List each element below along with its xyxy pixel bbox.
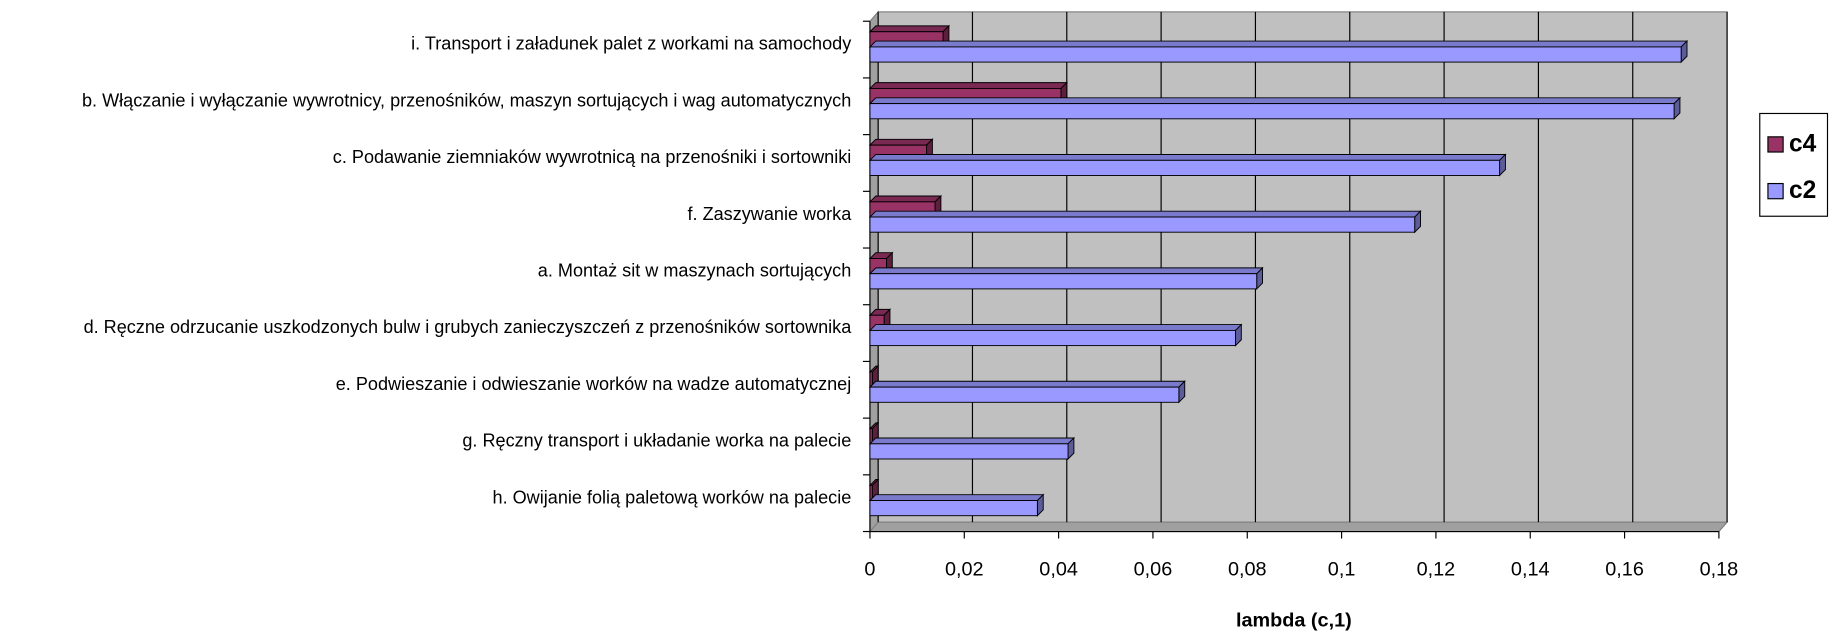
bar-3d <box>868 39 1689 64</box>
bar-top <box>868 82 1068 89</box>
y-tick-label: f. Zaszywanie worka <box>688 204 853 224</box>
x-tick-label: 0,02 <box>945 558 984 580</box>
bar-top <box>868 138 934 146</box>
bar <box>869 216 1416 233</box>
legend-label: c2 <box>1789 177 1816 204</box>
y-tick-label: d. Ręczne odrzucanie uszkodzonych bulw i… <box>84 317 853 337</box>
bar-top <box>868 267 1264 275</box>
x-tick-label: 0,12 <box>1417 558 1456 580</box>
bar-top <box>868 154 1507 161</box>
x-tick-label: 0 <box>864 558 875 580</box>
bar-3d <box>868 323 1243 347</box>
legend-swatch <box>1767 182 1784 200</box>
bar-top <box>868 324 1243 331</box>
bar-3d <box>868 210 1422 234</box>
bar-top <box>868 97 1682 105</box>
legend-label: c4 <box>1789 130 1817 157</box>
x-axis-label: lambda (c,1) <box>1236 610 1352 632</box>
bar <box>869 386 1180 403</box>
y-tick-label: e. Podwieszanie i odwieszanie worków na … <box>336 374 852 394</box>
bar <box>869 329 1236 347</box>
bar-3d <box>868 96 1682 120</box>
legend-swatch <box>1767 136 1784 153</box>
bar-3d <box>868 153 1507 177</box>
bar-3d <box>868 380 1186 404</box>
x-tick-label: 0,08 <box>1228 558 1267 580</box>
bar-top <box>868 40 1689 48</box>
y-tick-label: i. Transport i załadunek palet z workami… <box>411 34 851 54</box>
bar <box>869 46 1682 63</box>
x-tick-label: 0,16 <box>1605 558 1644 580</box>
x-tick-label: 0,06 <box>1134 558 1173 580</box>
bar-3d <box>868 266 1264 291</box>
bar <box>869 273 1258 290</box>
x-tick-label: 0,18 <box>1700 558 1739 580</box>
x-tick-label: 0,1 <box>1328 558 1356 580</box>
x-tick-label: 0,04 <box>1039 558 1078 580</box>
bar-top <box>868 380 1186 388</box>
y-tick-label: a. Montaż sit w maszynach sortujących <box>538 260 851 280</box>
bar <box>869 159 1501 176</box>
bar-top <box>868 195 943 203</box>
floor <box>868 521 1729 533</box>
bar <box>869 443 1069 460</box>
y-tick-label: g. Ręczny transport i układanie worka na… <box>462 431 851 451</box>
bar-top <box>868 210 1422 218</box>
bar <box>869 103 1675 120</box>
x-tick-label: 0,14 <box>1511 558 1550 580</box>
bar-top <box>868 494 1045 501</box>
bar-top <box>868 25 951 33</box>
y-tick-label: c. Podawanie ziemniaków wywrotnicą na pr… <box>333 147 851 167</box>
bar-3d <box>868 436 1076 461</box>
bar <box>869 500 1038 517</box>
y-tick-label: b. Włączanie i wyłączanie wywrotnicy, pr… <box>82 90 851 110</box>
bar-top <box>868 437 1076 445</box>
y-tick-label: h. Owijanie folią paletową worków na pal… <box>493 487 852 507</box>
bar-3d <box>868 493 1045 517</box>
